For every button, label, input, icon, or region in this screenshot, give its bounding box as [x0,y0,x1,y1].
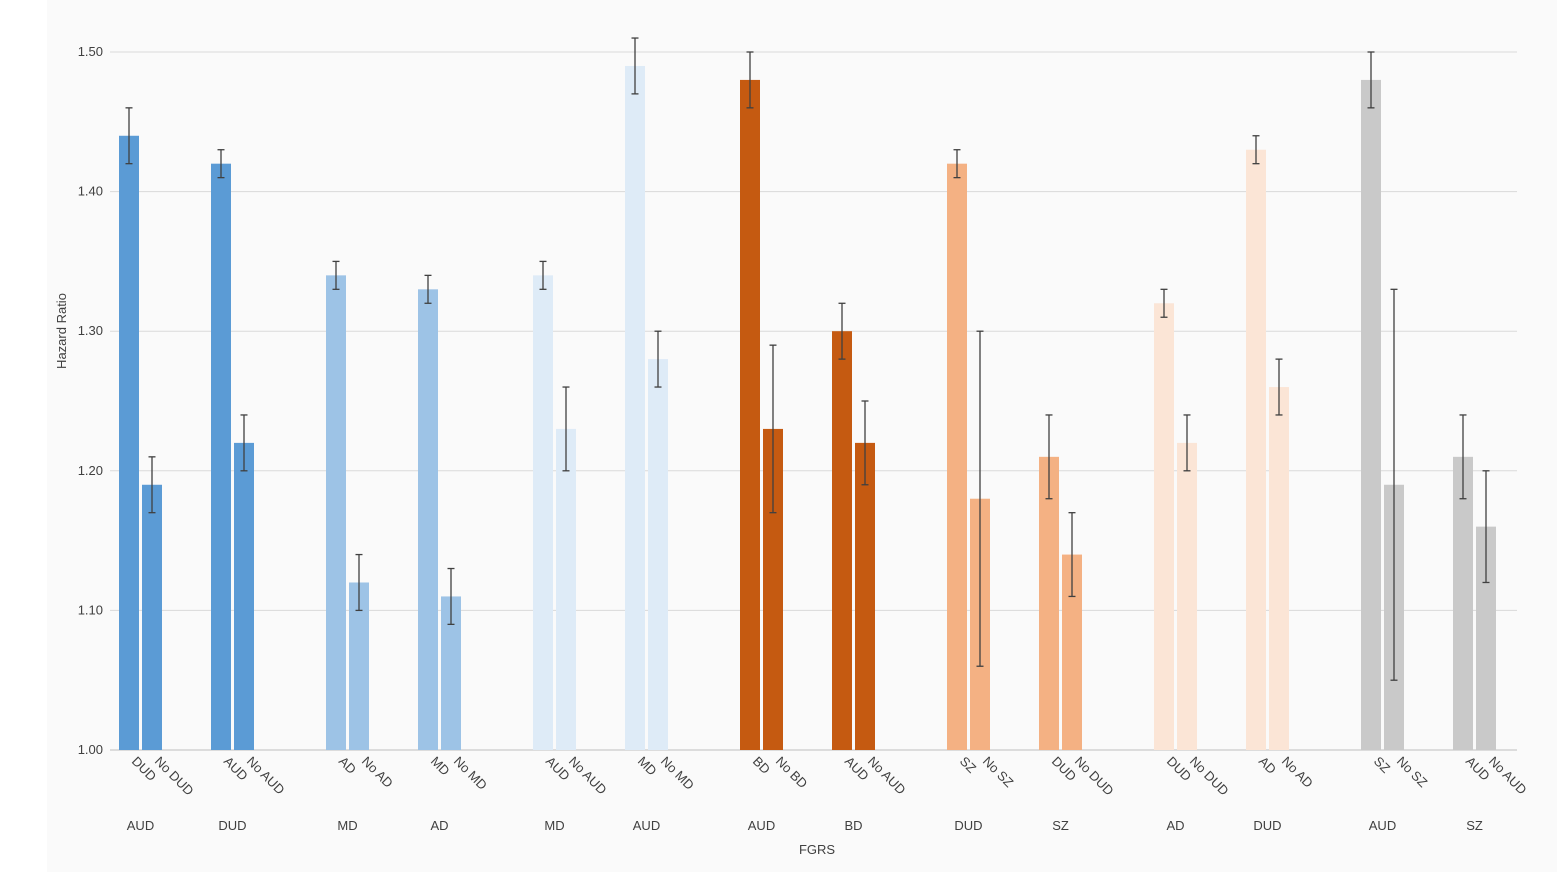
category-label: No AUD [865,754,909,798]
category-label: No AUD [244,754,288,798]
y-tick-label: 1.40 [78,184,103,199]
bar [234,442,254,750]
category-label: AUD [842,754,872,784]
gridlines [110,51,1517,751]
group-label: SZ [1466,818,1483,833]
bar [533,275,553,750]
y-tick-label: 1.00 [78,742,103,757]
bar [556,428,576,750]
category-label: No AD [1279,754,1316,791]
group-label: DUD [954,818,982,833]
bar [418,289,438,750]
category-label: DUD [1164,754,1195,785]
bar [855,442,875,750]
group-label: DUD [1253,818,1281,833]
category-label: AD [336,754,359,777]
category-label: No SZ [1394,754,1431,791]
bar [1476,526,1496,750]
group-label: AUD [127,818,154,833]
bar [1062,554,1082,750]
category-label: No MD [658,754,697,793]
category-label: No AUD [566,754,610,798]
bar [441,596,461,750]
y-tick-label: 1.30 [78,323,103,338]
group-label: BD [844,818,862,833]
category-label: MD [635,754,660,779]
x-axis-title: FGRS [799,842,835,857]
category-label: No DUD [1187,754,1232,799]
bar [1269,387,1289,750]
category-label: No DUD [1072,754,1117,799]
category-label: SZ [957,754,979,776]
bar [211,163,231,750]
bar [142,484,162,750]
bar [740,79,760,751]
y-tick-label: 1.50 [78,44,103,59]
bar [1453,456,1473,750]
y-tick-label: 1.20 [78,463,103,478]
bar [119,135,139,750]
y-axis-ticks: 1.00 1.10 1.20 1.30 1.40 1.50 [78,44,103,757]
category-label: No BD [773,754,811,792]
group-label: AUD [748,818,775,833]
bar [648,359,668,750]
bar [1039,456,1059,750]
category-label: No AUD [1486,754,1530,798]
category-label: AUD [543,754,573,784]
category-label: DUD [129,754,160,785]
bar [1154,303,1174,750]
group-labels: AUD DUD MD AD MD AUD AUD BD DUD SZ AD DUD AUD SZ [127,818,1483,833]
category-label: No SZ [980,754,1017,791]
group-label: AUD [633,818,660,833]
y-axis-title: Hazard Ratio [54,293,69,369]
group-label: AD [1166,818,1184,833]
error-bars [125,37,1490,681]
category-label: AUD [221,754,251,784]
category-label: No MD [451,754,490,793]
category-label: No DUD [152,754,197,799]
y-tick-label: 1.10 [78,602,103,617]
category-label: BD [750,754,773,777]
bar [326,275,346,750]
bar [625,65,645,750]
bar [763,428,783,750]
bar [1177,442,1197,750]
category-label: AUD [1463,754,1493,784]
group-label: AD [430,818,448,833]
bar [832,331,852,750]
bar [349,582,369,750]
category-label: No AD [359,754,396,791]
category-label: AD [1256,754,1279,777]
category-label: SZ [1371,754,1393,776]
category-label: MD [428,754,453,779]
chart-area: 1.00 1.10 1.20 1.30 1.40 1.50 DUD No DUD AUD No … [47,0,1557,872]
bars [119,65,1496,751]
category-label: DUD [1049,754,1080,785]
group-label: DUD [218,818,246,833]
group-label: MD [544,818,564,833]
group-label: MD [337,818,357,833]
group-label: SZ [1052,818,1069,833]
bar [1361,79,1381,751]
group-label: AUD [1369,818,1396,833]
bar [947,163,967,750]
bar [1246,149,1266,751]
